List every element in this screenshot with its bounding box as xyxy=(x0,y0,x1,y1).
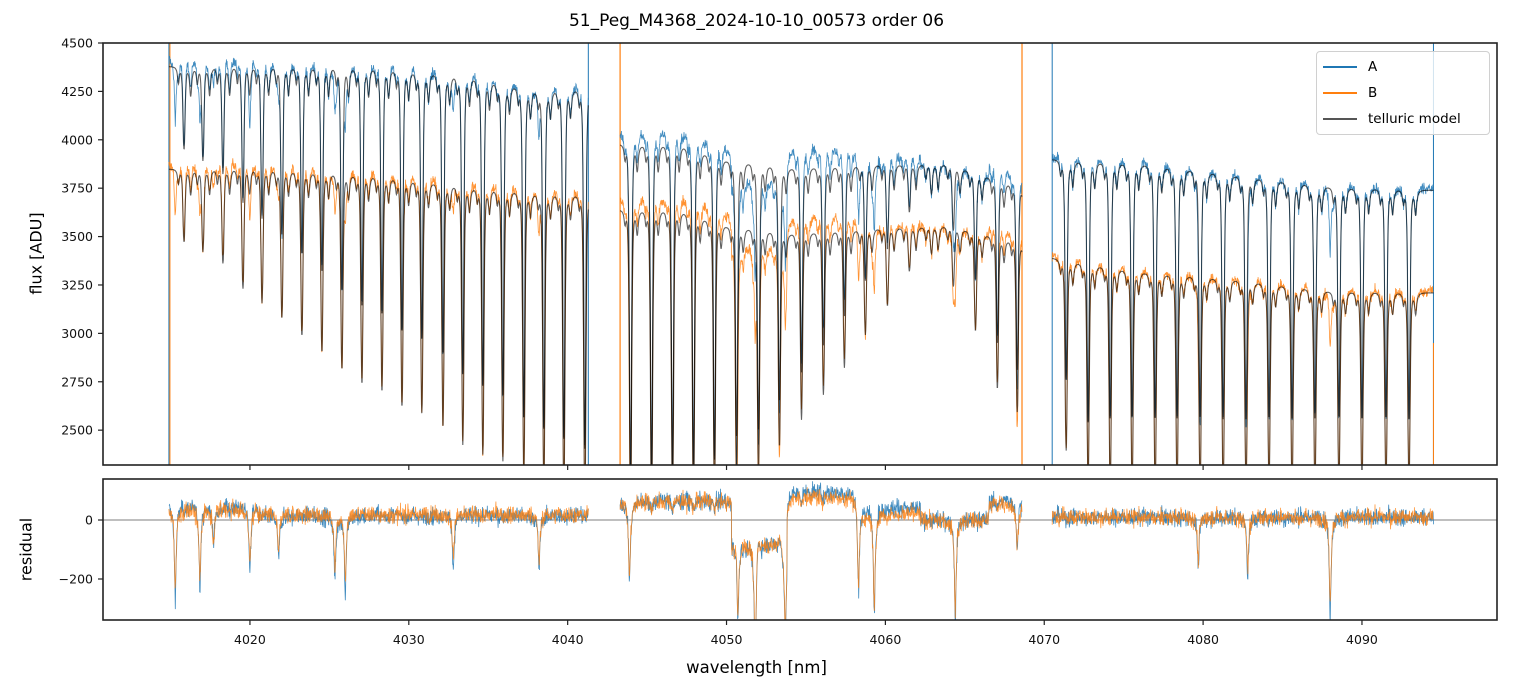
residual-panel-data xyxy=(103,481,1497,620)
legend-entry-a: A xyxy=(1317,57,1489,77)
legend-label-telluric: telluric model xyxy=(1368,111,1461,127)
flux-panel-data xyxy=(168,43,1434,465)
residual-xtick-label: 4060 xyxy=(869,632,901,647)
flux-panel-frame xyxy=(102,42,1498,466)
telluric-model-b-line xyxy=(168,168,1434,465)
residual-xtick-label: 4050 xyxy=(711,632,743,647)
residual-xtick-label: 4080 xyxy=(1187,632,1219,647)
legend-entry-telluric: telluric model xyxy=(1317,109,1489,129)
residual-ytick-label: −200 xyxy=(59,571,93,586)
legend-label-a: A xyxy=(1368,59,1378,75)
series-a-line xyxy=(168,55,1434,465)
residual-xtick-label: 4040 xyxy=(552,632,584,647)
legend-swatch-a xyxy=(1323,66,1357,68)
flux-axes: 2500 2750 3000 3250 3500 3750 4000 4250 4500 xyxy=(61,36,1363,470)
flux-ytick-label: 4000 xyxy=(61,132,93,147)
residual-panel-frame xyxy=(102,478,1498,621)
residual-b-line xyxy=(168,487,1434,620)
legend-swatch-b xyxy=(1323,92,1357,94)
residual-axes: −200 0 4020 4030 4040 4050 4060 4070 4080 4090 xyxy=(59,513,1378,647)
flux-axis-label: flux [ADU] xyxy=(26,212,46,295)
flux-ytick-label: 2500 xyxy=(61,423,93,438)
residual-xtick-label: 4020 xyxy=(234,632,266,647)
chart-title: 51_Peg_M4368_2024-10-10_00573 order 06 xyxy=(568,11,945,31)
flux-ytick-label: 4500 xyxy=(61,36,93,51)
flux-ytick-label: 2750 xyxy=(61,374,93,389)
residual-xtick-label: 4030 xyxy=(393,632,425,647)
residual-xtick-label: 4090 xyxy=(1346,632,1378,647)
residual-xtick-label: 4070 xyxy=(1028,632,1060,647)
telluric-model-a-line xyxy=(168,66,1434,465)
flux-ytick-label: 3250 xyxy=(61,277,93,292)
legend-entry-b: B xyxy=(1317,83,1489,103)
legend-swatch-telluric xyxy=(1323,118,1357,120)
legend-label-b: B xyxy=(1368,85,1378,101)
wavelength-axis-label: wavelength [nm] xyxy=(686,658,827,677)
flux-ytick-label: 3500 xyxy=(61,229,93,244)
residual-ytick-label: 0 xyxy=(85,513,93,528)
legend: A B telluric model xyxy=(1316,51,1490,135)
residual-axis-label: residual xyxy=(16,517,36,582)
flux-ytick-label: 4250 xyxy=(61,84,93,99)
flux-ytick-label: 3750 xyxy=(61,181,93,196)
flux-ytick-label: 3000 xyxy=(61,326,93,341)
